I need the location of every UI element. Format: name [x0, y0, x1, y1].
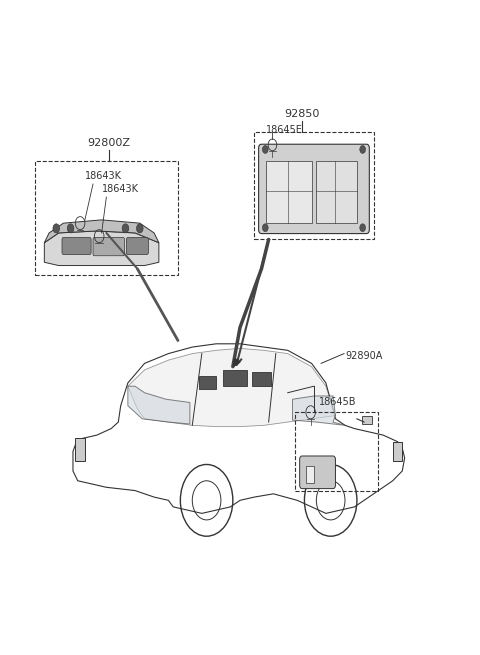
PathPatch shape	[128, 386, 190, 424]
PathPatch shape	[128, 348, 336, 426]
PathPatch shape	[44, 231, 159, 265]
FancyBboxPatch shape	[393, 441, 402, 461]
FancyBboxPatch shape	[306, 466, 314, 483]
Circle shape	[67, 224, 74, 233]
FancyBboxPatch shape	[199, 377, 216, 390]
FancyBboxPatch shape	[300, 456, 336, 489]
Text: 18645E: 18645E	[266, 125, 303, 135]
FancyBboxPatch shape	[62, 238, 91, 254]
Text: 92850: 92850	[284, 109, 320, 119]
Circle shape	[136, 224, 143, 233]
Circle shape	[122, 224, 129, 233]
Text: 92890A: 92890A	[345, 350, 383, 360]
Circle shape	[263, 224, 268, 232]
FancyBboxPatch shape	[259, 144, 369, 234]
Circle shape	[360, 145, 365, 153]
FancyBboxPatch shape	[223, 370, 247, 386]
FancyBboxPatch shape	[362, 415, 372, 424]
FancyBboxPatch shape	[252, 372, 271, 386]
FancyBboxPatch shape	[93, 238, 124, 255]
PathPatch shape	[292, 396, 345, 425]
FancyBboxPatch shape	[266, 161, 312, 223]
Text: 18645B: 18645B	[319, 397, 356, 407]
Circle shape	[53, 224, 60, 233]
FancyBboxPatch shape	[126, 238, 148, 254]
Text: 18643K: 18643K	[85, 171, 122, 181]
FancyBboxPatch shape	[316, 161, 357, 223]
Text: 18643K: 18643K	[102, 184, 139, 194]
Text: 92800Z: 92800Z	[87, 138, 130, 148]
FancyBboxPatch shape	[75, 438, 85, 461]
Circle shape	[360, 224, 365, 232]
Circle shape	[263, 145, 268, 153]
PathPatch shape	[44, 220, 159, 243]
